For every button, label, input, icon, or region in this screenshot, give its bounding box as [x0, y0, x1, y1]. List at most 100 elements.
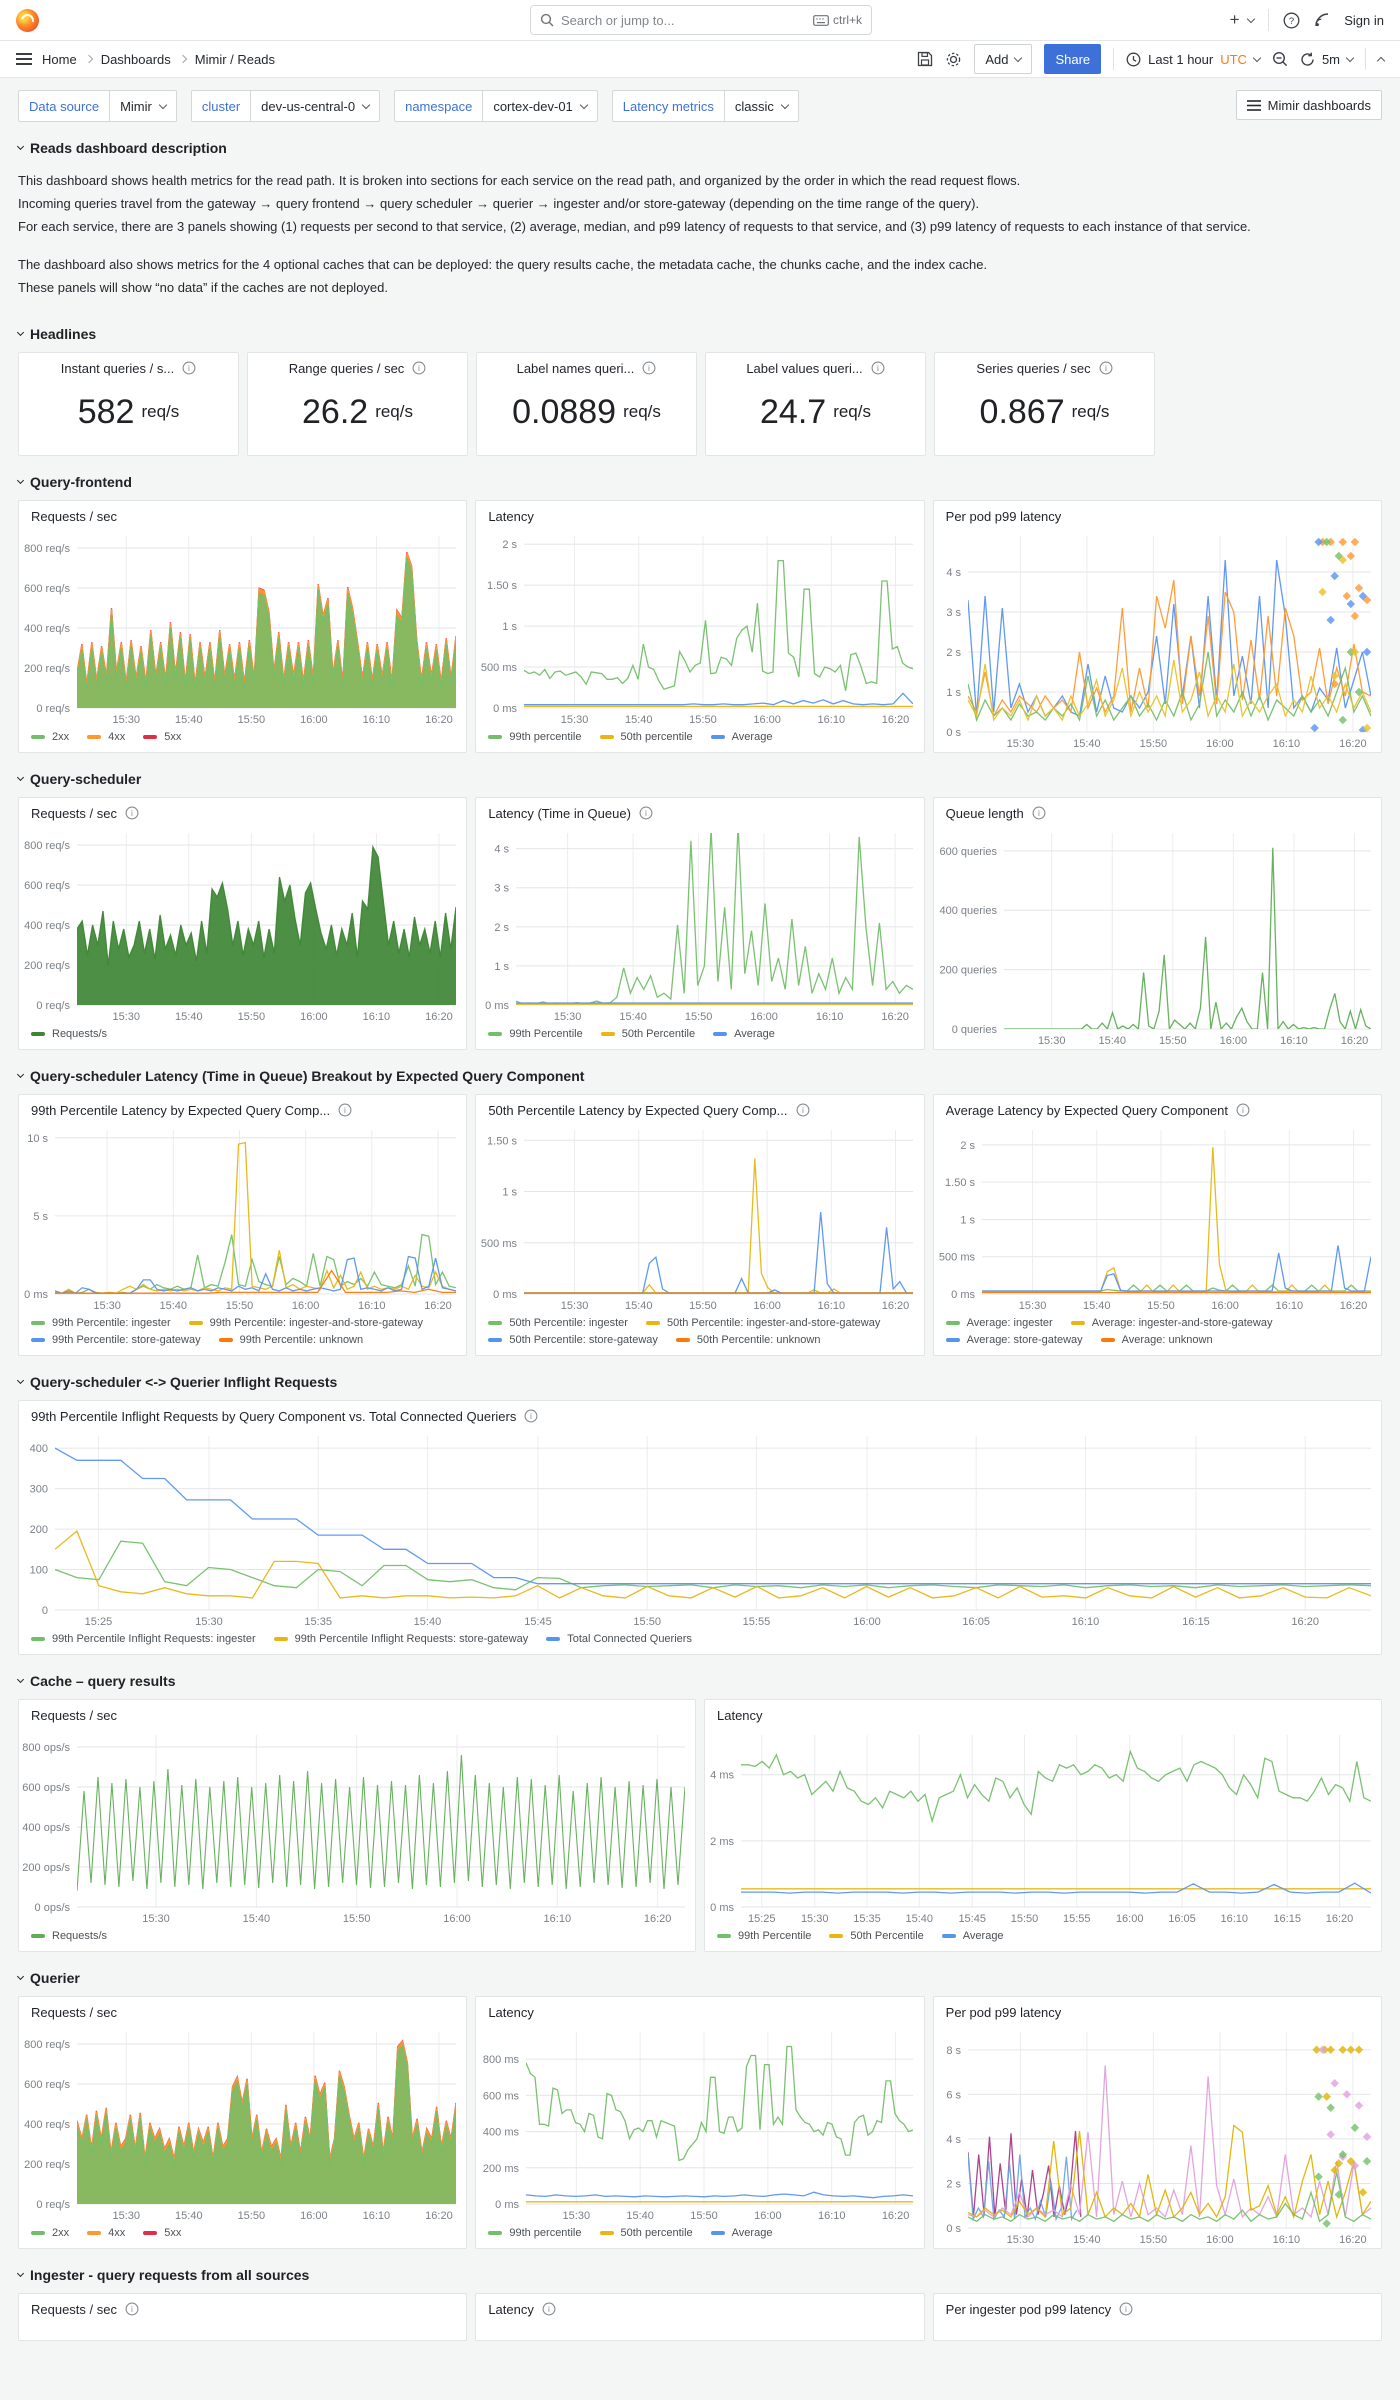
- legend-item[interactable]: 50th percentile: [599, 731, 693, 743]
- filter-latency-metrics[interactable]: Latency metrics classic: [611, 90, 799, 122]
- section-qs-breakout[interactable]: Query-scheduler Latency (Time in Queue) …: [16, 1068, 1382, 1084]
- legend-item[interactable]: 99th Percentile: ingester-and-store-gate…: [188, 1317, 423, 1329]
- time-range-picker[interactable]: Last 1 hour UTC: [1126, 51, 1262, 67]
- refresh-picker[interactable]: 5m: [1300, 52, 1355, 67]
- filter-datasource[interactable]: Data source Mimir: [18, 90, 177, 122]
- search-input[interactable]: Search or jump to... ctrl+k: [530, 5, 872, 35]
- qf-per-pod-chart[interactable]: 15:30 15:40 15:50 16:00 16:10 16:20 0 s 1 s 2 s 3…: [934, 528, 1381, 752]
- querier-latency-chart[interactable]: 15:30 15:40 15:50 16:00 16:10 16:20 0 ms 200 ms…: [476, 2024, 923, 2224]
- panel-qs-queue-length: Queue length i 15:30 15:40 15:50 16:00 16:10 1…: [932, 796, 1382, 1050]
- zoom-out-icon[interactable]: [1272, 51, 1288, 67]
- save-dashboard-icon[interactable]: [917, 51, 933, 67]
- legend-item[interactable]: Average: [713, 1028, 775, 1040]
- legend-item[interactable]: Average: [941, 1930, 1004, 1942]
- breakout-average-chart[interactable]: 15:30 15:40 15:50 16:00 16:10 16:20 0 ms 500 ms…: [934, 1122, 1381, 1314]
- share-button[interactable]: Share: [1044, 44, 1102, 74]
- legend-item[interactable]: 99th Percentile: ingester: [31, 1317, 171, 1329]
- cache-requests-chart[interactable]: 15:30 15:40 15:50 16:00 16:10 16:20 0 ops/s 200…: [19, 1727, 695, 1927]
- inflight-chart[interactable]: 15:25 15:30 15:35 15:40 15:45 15:50 15:55 16:00…: [19, 1428, 1381, 1630]
- breadcrumb-home[interactable]: Home: [42, 51, 77, 67]
- legend-item[interactable]: 50th Percentile: [829, 1930, 924, 1942]
- qs-requests-legend: Requests/s: [19, 1025, 466, 1049]
- qs-latency-chart[interactable]: 15:30 15:40 15:50 16:00 16:10 16:20 0 ms 1 s 2 s…: [476, 825, 923, 1025]
- legend-item[interactable]: Requests/s: [31, 1028, 107, 1040]
- section-query-scheduler[interactable]: Query-scheduler: [16, 771, 1382, 787]
- legend-item[interactable]: Average: [710, 731, 772, 743]
- news-rss-icon[interactable]: [1314, 12, 1330, 28]
- svg-text:i: i: [344, 1105, 346, 1115]
- info-icon: i: [338, 1103, 352, 1117]
- filter-cluster[interactable]: cluster dev-us-central-0: [190, 90, 381, 122]
- grafana-logo[interactable]: [16, 8, 39, 32]
- querier-requests-chart[interactable]: 15:30 15:40 15:50 16:00 16:10 16:20 0 req/s 200…: [19, 2024, 466, 2224]
- panel-breakout-99th: 99th Percentile Latency by Expected Quer…: [18, 1093, 468, 1356]
- filter-namespace[interactable]: namespace cortex-dev-01: [394, 90, 598, 122]
- legend-item[interactable]: 4xx: [87, 2227, 125, 2239]
- legend-item[interactable]: 50th Percentile: ingester: [488, 1317, 628, 1329]
- svg-text:15:50: 15:50: [226, 1300, 254, 1312]
- legend-item[interactable]: Total Connected Queriers: [546, 1633, 692, 1645]
- querier-per-pod-chart[interactable]: 15:30 15:40 15:50 16:00 16:10 16:20 0 s 2 s 4 s 6…: [934, 2024, 1381, 2248]
- legend-item[interactable]: 5xx: [143, 731, 181, 743]
- svg-text:16:00: 16:00: [853, 1616, 881, 1628]
- legend-item[interactable]: 4xx: [87, 731, 125, 743]
- svg-text:16:10: 16:10: [1072, 1616, 1100, 1628]
- legend-item[interactable]: 5xx: [143, 2227, 181, 2239]
- legend-item[interactable]: Average: unknown: [1100, 1334, 1213, 1346]
- legend-item[interactable]: 99th percentile: [488, 731, 582, 743]
- legend-item[interactable]: 2xx: [31, 731, 69, 743]
- legend-item[interactable]: 99th Percentile: [488, 1028, 583, 1040]
- breakout-99th-chart[interactable]: 15:30 15:40 15:50 16:00 16:10 16:20 0 ms 5 s 10 …: [19, 1122, 466, 1314]
- timezone-label: UTC: [1220, 51, 1247, 67]
- legend-item[interactable]: 50th Percentile: store-gateway: [488, 1334, 658, 1346]
- legend-item[interactable]: 99th percentile: [488, 2227, 582, 2239]
- section-headlines[interactable]: Headlines: [16, 326, 1382, 342]
- legend-item[interactable]: 99th Percentile: store-gateway: [31, 1334, 201, 1346]
- legend-item[interactable]: 99th Percentile: [717, 1930, 811, 1942]
- sign-in-link[interactable]: Sign in: [1344, 12, 1384, 28]
- legend-item[interactable]: 99th Percentile Inflight Requests: store…: [273, 1633, 528, 1645]
- legend-item[interactable]: 99th Percentile: unknown: [218, 1334, 363, 1346]
- collapse-toolbar-icon[interactable]: [1376, 56, 1386, 65]
- breadcrumb: Home Dashboards Mimir / Reads: [42, 52, 275, 67]
- qf-requests-chart[interactable]: 15:30 15:40 15:50 16:00 16:10 16:20 0 req/s 200…: [19, 528, 466, 728]
- help-icon[interactable]: ?: [1283, 12, 1300, 29]
- svg-text:15:50: 15:50: [685, 1011, 713, 1023]
- legend-item[interactable]: Average: store-gateway: [945, 1334, 1083, 1346]
- legend-item[interactable]: 50th Percentile: unknown: [675, 1334, 820, 1346]
- add-panel-button[interactable]: Add: [974, 44, 1033, 74]
- menu-hamburger-icon[interactable]: [16, 53, 32, 65]
- legend-item[interactable]: 50th Percentile: ingester-and-store-gate…: [645, 1317, 880, 1329]
- section-ingester[interactable]: Ingester - query requests from all sourc…: [16, 2267, 1382, 2283]
- legend-item[interactable]: Average: ingester: [945, 1317, 1053, 1329]
- svg-text:i: i: [1125, 2304, 1127, 2314]
- qs-queue-chart[interactable]: 15:30 15:40 15:50 16:00 16:10 16:20 0 queries 2…: [934, 825, 1381, 1049]
- breakout-50th-chart[interactable]: 15:30 15:40 15:50 16:00 16:10 16:20 0 ms 500 ms…: [476, 1122, 923, 1314]
- section-cache-query-results[interactable]: Cache – query results: [16, 1673, 1382, 1689]
- legend-item[interactable]: 2xx: [31, 2227, 69, 2239]
- qf-latency-chart[interactable]: 15:30 15:40 15:50 16:00 16:10 16:20 0 ms 500 ms…: [476, 528, 923, 728]
- svg-text:16:20: 16:20: [1340, 1035, 1368, 1047]
- legend-item[interactable]: 50th Percentile: [600, 1028, 695, 1040]
- dashboard-settings-gear-icon[interactable]: [945, 51, 962, 68]
- chevron-down-icon: [16, 1972, 25, 1980]
- section-inflight-requests[interactable]: Query-scheduler <-> Querier Inflight Req…: [16, 1374, 1382, 1390]
- section-description[interactable]: Reads dashboard description: [16, 140, 1382, 156]
- add-menu-button[interactable]: +: [1230, 10, 1256, 30]
- legend-item[interactable]: Requests/s: [31, 1930, 107, 1942]
- legend-item[interactable]: 99th Percentile Inflight Requests: inges…: [31, 1633, 256, 1645]
- qs-requests-chart[interactable]: 15:30 15:40 15:50 16:00 16:10 16:20 0 req/s 200…: [19, 825, 466, 1025]
- legend-item[interactable]: Average: [710, 2227, 772, 2239]
- legend-item[interactable]: 50th percentile: [599, 2227, 693, 2239]
- svg-text:500 ms: 500 ms: [939, 1251, 976, 1263]
- svg-text:400 queries: 400 queries: [939, 905, 997, 917]
- section-query-frontend[interactable]: Query-frontend: [16, 474, 1382, 490]
- cache-latency-chart[interactable]: 15:25 15:30 15:35 15:40 15:45 15:50 15:55 16:00…: [705, 1727, 1381, 1927]
- svg-text:16:10: 16:10: [816, 1011, 844, 1023]
- mimir-dashboards-button[interactable]: Mimir dashboards: [1235, 90, 1382, 120]
- legend-item[interactable]: Average: ingester-and-store-gateway: [1070, 1317, 1272, 1329]
- breadcrumb-dashboards[interactable]: Dashboards: [100, 51, 171, 67]
- svg-text:15:30: 15:30: [1006, 2234, 1034, 2246]
- svg-text:16:10: 16:10: [1221, 1913, 1249, 1925]
- section-querier[interactable]: Querier: [16, 1970, 1382, 1986]
